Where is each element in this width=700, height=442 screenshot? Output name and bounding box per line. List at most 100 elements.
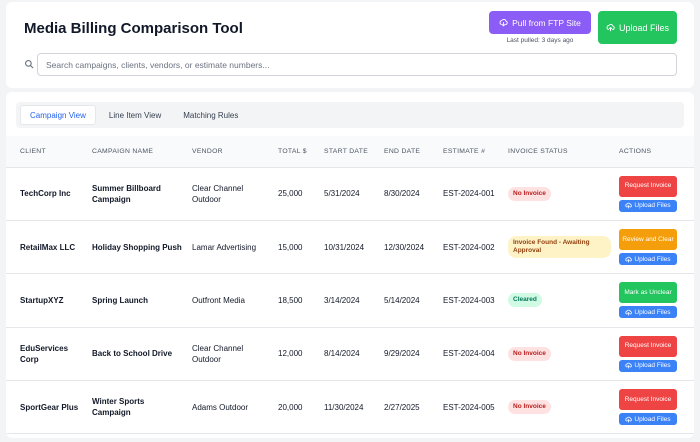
client-cell: TechCorp Inc <box>20 189 71 199</box>
actions-cell: Request Invoice Upload Files <box>615 167 694 220</box>
actions-cell: Request Invoice Upload Files <box>615 327 694 380</box>
campaign-cell: Holiday Shopping Push <box>92 242 182 252</box>
tab-matching-rules[interactable]: Matching Rules <box>183 110 239 120</box>
search-input[interactable] <box>37 53 677 76</box>
row-upload-label: Upload Files <box>634 308 671 316</box>
page-title: Media Billing Comparison Tool <box>24 20 243 37</box>
actions-cell: Review and Clear Upload Files <box>615 220 694 273</box>
status-badge: No Invoice <box>508 346 551 361</box>
row-upload-label: Upload Files <box>634 415 671 423</box>
start-date-cell: 10/31/2024 <box>324 242 365 252</box>
campaign-cell: Summer Billboard Campaign <box>92 183 161 204</box>
total-cell: 20,000 <box>278 402 303 412</box>
vendor-cell: Adams Outdoor <box>192 402 249 412</box>
end-date-cell: 9/29/2024 <box>384 349 420 359</box>
end-date-cell: 12/30/2024 <box>384 242 425 252</box>
cloud-upload-icon <box>625 363 633 369</box>
status-cell: Invoice Found - Awaiting Approval <box>504 220 615 273</box>
column-header: ACTIONS <box>615 136 694 168</box>
row-upload-button[interactable]: Upload Files <box>619 359 677 372</box>
row-upload-label: Upload Files <box>634 362 671 370</box>
last-pulled-text: Last pulled: 3 days ago <box>506 37 574 44</box>
start-date-cell: 11/30/2024 <box>324 402 364 412</box>
cloud-upload-icon <box>625 256 633 263</box>
column-header[interactable]: VENDOR <box>188 136 274 168</box>
header-card: Media Billing Comparison Tool Pull from … <box>6 2 694 88</box>
status-cell: No Invoice <box>504 167 615 220</box>
cloud-upload-icon <box>625 202 633 209</box>
column-header[interactable]: START DATE <box>320 136 380 168</box>
cloud-upload-icon <box>625 416 633 423</box>
campaign-table: CLIENT CAMPAIGN NAME VENDOR TOTAL $ STAR… <box>6 136 694 434</box>
total-cell: 12,000 <box>278 349 303 359</box>
column-header[interactable]: CLIENT <box>6 136 88 168</box>
status-badge: No Invoice <box>508 186 551 201</box>
client-cell: SportGear Plus <box>20 402 79 412</box>
row-upload-label: Upload Files <box>634 255 671 263</box>
client-cell: EduServices Corp <box>20 343 69 364</box>
table-row: TechCorp Inc Summer Billboard Campaign C… <box>6 167 694 221</box>
cloud-upload-icon <box>625 309 633 316</box>
column-header[interactable]: TOTAL $ <box>274 136 320 168</box>
column-header[interactable]: ESTIMATE # <box>439 136 504 168</box>
vendor-cell: Outfront Media <box>192 295 245 305</box>
total-cell: 25,000 <box>278 189 303 199</box>
estimate-cell: EST-2024-004 <box>443 349 495 359</box>
total-cell: 18,500 <box>278 295 303 305</box>
row-upload-button[interactable]: Upload Files <box>619 253 677 266</box>
campaign-cell: Back to School Drive <box>92 349 173 359</box>
row-upload-button[interactable]: Upload Files <box>619 199 677 212</box>
total-cell: 15,000 <box>278 242 303 252</box>
search-bar <box>24 53 677 76</box>
cloud-upload-icon <box>606 23 615 32</box>
request-invoice-button[interactable]: Request Invoice <box>619 335 677 357</box>
status-badge: No Invoice <box>508 400 551 415</box>
cloud-download-icon <box>499 18 508 27</box>
start-date-cell: 3/14/2024 <box>324 295 360 305</box>
estimate-cell: EST-2024-002 <box>443 242 495 252</box>
view-tabs: Campaign View Line Item View Matching Ru… <box>16 102 684 128</box>
pull-ftp-button[interactable]: Pull from FTP Site <box>489 11 591 34</box>
table-row: SportGear Plus Winter Sports Campaign Ad… <box>6 381 694 434</box>
estimate-cell: EST-2024-001 <box>443 189 495 199</box>
row-upload-button[interactable]: Upload Files <box>619 306 677 319</box>
campaign-cell: Spring Launch <box>92 295 148 305</box>
pull-ftp-label: Pull from FTP Site <box>512 17 581 28</box>
table-row: StartupXYZ Spring Launch Outfront Media … <box>6 274 694 328</box>
status-cell: No Invoice <box>504 327 615 380</box>
row-upload-label: Upload Files <box>634 202 671 210</box>
actions-cell: Request Invoice Upload Files <box>615 381 694 434</box>
column-header[interactable]: CAMPAIGN NAME <box>88 136 188 168</box>
upload-files-button[interactable]: Upload Files <box>598 11 677 44</box>
client-cell: StartupXYZ <box>20 295 64 305</box>
end-date-cell: 5/14/2024 <box>384 295 420 305</box>
status-cell: Cleared <box>504 274 615 327</box>
table-header-row: CLIENT CAMPAIGN NAME VENDOR TOTAL $ STAR… <box>6 136 694 168</box>
start-date-cell: 5/31/2024 <box>324 189 360 199</box>
end-date-cell: 2/27/2025 <box>384 402 420 412</box>
table-row: EduServices Corp Back to School Drive Cl… <box>6 327 694 381</box>
request-invoice-button[interactable]: Request Invoice <box>619 389 677 411</box>
table-row: RetailMax LLC Holiday Shopping Push Lama… <box>6 220 694 274</box>
status-cell: No Invoice <box>504 381 615 434</box>
upload-files-label: Upload Files <box>618 22 670 33</box>
status-badge: Cleared <box>508 293 542 308</box>
start-date-cell: 8/14/2024 <box>324 349 360 359</box>
request-invoice-button[interactable]: Request Invoice <box>619 175 677 197</box>
estimate-cell: EST-2024-003 <box>443 295 495 305</box>
actions-cell: Mark as Unclear Upload Files <box>615 274 694 327</box>
row-upload-button[interactable]: Upload Files <box>619 413 677 426</box>
vendor-cell: Lamar Advertising <box>192 242 257 252</box>
review-and-clear-button[interactable]: Review and Clear <box>619 229 677 251</box>
status-badge: Invoice Found - Awaiting Approval <box>508 236 611 259</box>
tab-campaign-view[interactable]: Campaign View <box>20 105 96 125</box>
tab-line-item-view[interactable]: Line Item View <box>108 110 162 120</box>
end-date-cell: 8/30/2024 <box>384 189 420 199</box>
estimate-cell: EST-2024-005 <box>443 402 495 412</box>
column-header[interactable]: END DATE <box>380 136 439 168</box>
column-header[interactable]: INVOICE STATUS <box>504 136 615 168</box>
mark-as-unclear-button[interactable]: Mark as Unclear <box>619 282 677 304</box>
vendor-cell: Clear Channel Outdoor <box>192 343 244 364</box>
vendor-cell: Clear Channel Outdoor <box>192 183 244 204</box>
main-card: Campaign View Line Item View Matching Ru… <box>6 92 694 438</box>
